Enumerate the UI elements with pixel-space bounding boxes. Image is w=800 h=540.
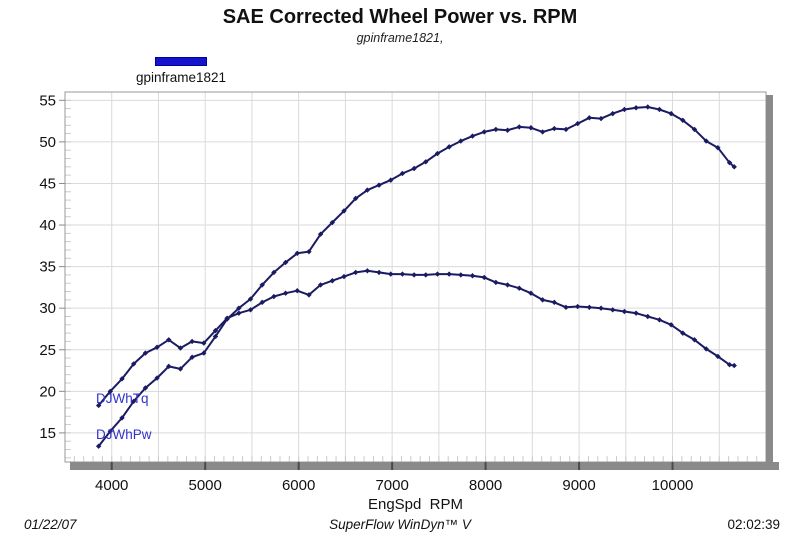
series-label-power: DJWhPw	[96, 427, 152, 442]
chart-title: SAE Corrected Wheel Power vs. RPM	[222, 6, 578, 28]
legend-label: gpinframe1821	[135, 70, 227, 85]
frame-bar-bottom	[70, 462, 779, 470]
x-tick-label: 9000	[562, 477, 595, 494]
x-tick-label: 7000	[375, 477, 408, 494]
y-tick-label: 50	[39, 134, 56, 151]
x-tick-label: 4000	[95, 477, 128, 494]
plot-background	[65, 92, 766, 462]
chart-subtitle: gpinframe1821,	[356, 31, 444, 45]
x-tick-label: 6000	[282, 477, 315, 494]
y-tick-label: 40	[39, 217, 56, 234]
footer-app-name: SuperFlow WinDyn™ V	[329, 517, 471, 532]
y-tick-label: 25	[39, 342, 56, 359]
y-tick-label: 45	[39, 175, 56, 192]
legend-color-swatch	[155, 57, 207, 66]
y-tick-label: 20	[39, 383, 56, 400]
frame-bar-right	[766, 95, 773, 470]
y-tick-label: 35	[39, 259, 56, 276]
footer-time: 02:02:39	[727, 517, 780, 532]
x-tick-label: 8000	[469, 477, 502, 494]
x-tick-label: 10000	[652, 477, 694, 494]
y-tick-label: 30	[39, 300, 56, 317]
series-label-torque: DJWhTq	[96, 391, 149, 406]
x-axis-title: EngSpd RPM	[367, 496, 464, 513]
x-tick-label: 5000	[189, 477, 222, 494]
y-tick-label: 55	[39, 92, 56, 109]
footer-date: 01/22/07	[24, 517, 77, 532]
y-tick-label: 15	[39, 425, 56, 442]
